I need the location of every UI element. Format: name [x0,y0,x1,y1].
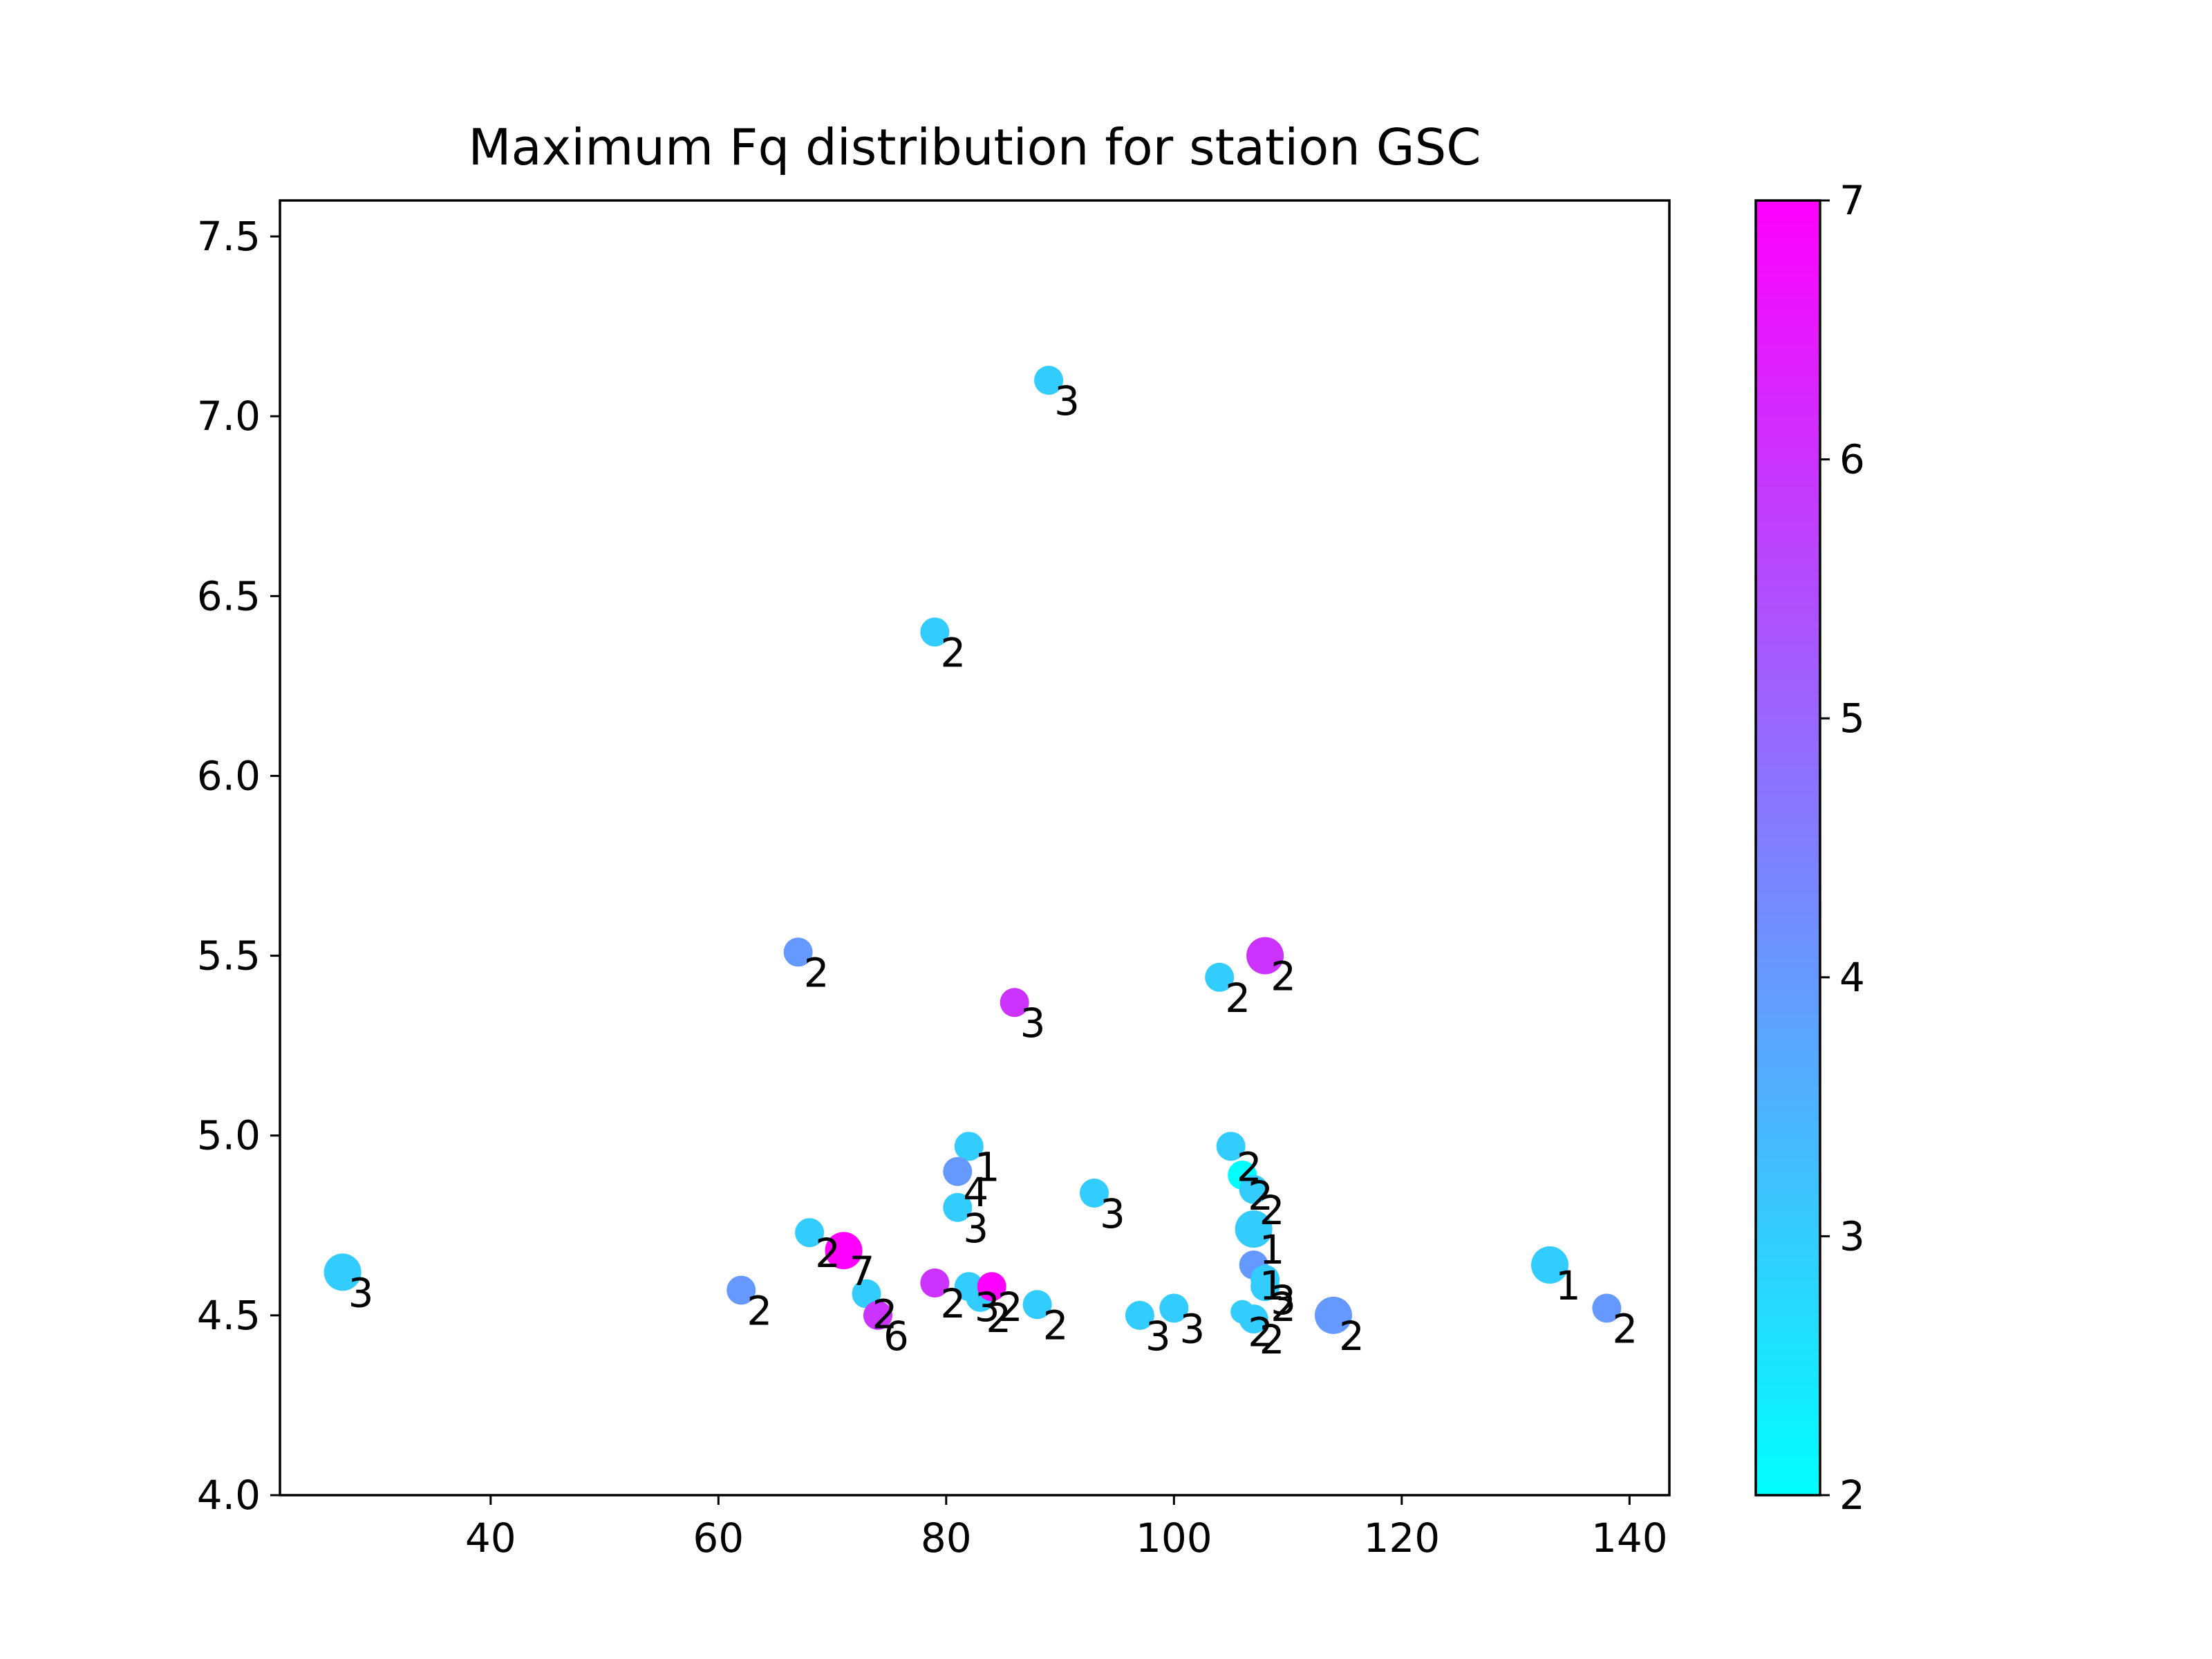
scatter-point [783,937,813,967]
x-tick-label: 80 [921,1515,972,1562]
x-tick-label: 120 [1363,1515,1440,1562]
point-label: 2 [940,1280,966,1327]
y-tick-label: 7.0 [197,393,261,440]
colorbar-tick-label: 7 [1839,177,1865,224]
point-label: 2 [986,1295,1011,1342]
point-label: 7 [850,1248,875,1295]
scatter-point [977,1272,1006,1302]
scatter-point [1239,1304,1268,1334]
y-axis: 4.0 4.5 5.0 5.5 6.0 6.5 7.0 7.5 [197,213,280,1519]
scatter-point [943,1156,973,1186]
scatter-point [1125,1300,1154,1330]
points-layer [324,366,1622,1334]
point-label: 2 [1271,953,1296,1000]
point-label: 2 [1259,1187,1285,1234]
scatter-point [943,1192,973,1222]
x-tick-label: 140 [1591,1515,1668,1562]
point-label: 3 [1145,1313,1171,1360]
y-tick-label: 4.0 [197,1472,261,1519]
scatter-point [1250,1272,1280,1302]
point-label: 1 [975,1143,1000,1190]
y-tick-label: 5.0 [197,1112,261,1159]
point-label: 2 [1339,1313,1365,1360]
scatter-point [825,1232,863,1270]
scatter-point [920,617,950,647]
point-label: 2 [1259,1316,1285,1363]
point-label: 3 [1179,1305,1205,1352]
point-label: 2 [1271,1284,1296,1331]
point-label: 3 [348,1269,374,1316]
point-label: 3 [963,1205,988,1252]
point-label: 2 [747,1287,772,1334]
scatter-point [1022,1290,1052,1320]
scatter-point [1235,1210,1273,1248]
point-label: 2 [1225,975,1250,1022]
scatter-point [920,1268,950,1298]
plot-frame [279,199,1671,1497]
point-label: 1 [1555,1262,1581,1309]
point-label: 2 [815,1230,841,1277]
x-tick-label: 60 [693,1515,744,1562]
point-label: 2 [997,1284,1023,1331]
scatter-point [863,1300,892,1330]
point-label: 2 [1043,1302,1069,1349]
scatter-point [1239,1174,1268,1204]
colorbar-gradient [1754,199,1821,1497]
point-label: 4 [963,1169,988,1216]
colorbar-tick-label: 3 [1839,1212,1865,1259]
point-label: 3 [975,1284,1000,1331]
y-tick-label: 6.0 [197,752,261,799]
point-label: 1 [1259,1262,1285,1309]
scatter-point [1246,937,1284,975]
colorbar: 2 3 4 5 6 7 [1754,177,1865,1519]
chart-title: Maximum Fq distribution for station GSC [468,118,1481,176]
point-label: 2 [804,949,830,996]
scatter-point [954,1132,984,1161]
point-label: 3 [1271,1277,1296,1324]
point-label: 2 [872,1291,897,1338]
point-label: 6 [883,1313,909,1360]
point-label: 2 [1248,1309,1273,1356]
x-tick-label: 40 [465,1515,516,1562]
scatter-point [1592,1293,1622,1323]
scatter-point [1000,988,1029,1018]
point-label: 3 [1054,377,1080,424]
colorbar-tick-label: 4 [1839,954,1865,1001]
scatter-point [795,1218,825,1248]
point-label: 1 [1259,1226,1285,1273]
scatter-point [1034,366,1064,395]
point-label: 2 [1612,1305,1638,1352]
scatter-point [1216,1132,1246,1161]
scatter-point [1159,1293,1189,1323]
y-tick-label: 7.5 [197,213,261,260]
scatter-point [852,1279,881,1309]
scatter-point [727,1275,756,1305]
point-label: 3 [1100,1190,1125,1237]
point-label: 2 [940,629,966,676]
y-tick-label: 4.5 [197,1292,261,1339]
y-tick-label: 6.5 [197,572,261,619]
scatter-point [1205,962,1235,992]
scatter-point [1314,1296,1352,1334]
point-label: 2 [1237,1143,1262,1190]
y-tick-label: 5.5 [197,932,261,980]
scatter-point [1079,1178,1109,1208]
point-label: 2 [1248,1172,1273,1219]
x-axis: 40 60 80 100 120 140 [465,1495,1668,1562]
point-label: 3 [1020,1000,1046,1047]
x-tick-label: 100 [1136,1515,1212,1562]
scatter-point [1531,1246,1569,1284]
colorbar-tick-label: 6 [1839,436,1865,483]
colorbar-tick-label: 5 [1839,695,1865,742]
colorbar-tick-label: 2 [1839,1472,1865,1519]
scatter-point [324,1253,362,1291]
colorbar-ticks: 2 3 4 5 6 7 [1820,177,1865,1519]
